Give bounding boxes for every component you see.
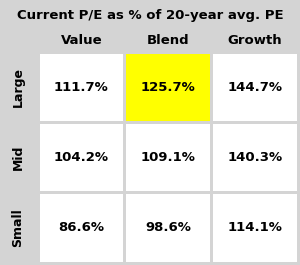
Bar [213, 124, 296, 191]
Text: 98.6%: 98.6% [145, 221, 191, 234]
Bar [213, 54, 296, 121]
Bar [40, 124, 123, 191]
Bar [213, 194, 296, 262]
Text: 125.7%: 125.7% [141, 81, 195, 94]
Bar [126, 54, 210, 121]
Text: Value: Value [61, 33, 102, 46]
Text: 109.1%: 109.1% [141, 151, 195, 164]
Text: Large: Large [11, 67, 25, 107]
Text: 114.1%: 114.1% [227, 221, 282, 234]
Bar [40, 54, 123, 121]
Text: 144.7%: 144.7% [227, 81, 282, 94]
Bar [40, 194, 123, 262]
Text: Current P/E as % of 20-year avg. PE: Current P/E as % of 20-year avg. PE [17, 8, 283, 21]
Text: 86.6%: 86.6% [58, 221, 104, 234]
Text: Growth: Growth [227, 33, 282, 46]
Text: Small: Small [11, 209, 25, 247]
Text: 104.2%: 104.2% [54, 151, 109, 164]
Text: 140.3%: 140.3% [227, 151, 282, 164]
Bar [126, 124, 210, 191]
Text: Mid: Mid [11, 145, 25, 170]
Bar [126, 194, 210, 262]
Text: Blend: Blend [147, 33, 189, 46]
Text: 111.7%: 111.7% [54, 81, 109, 94]
